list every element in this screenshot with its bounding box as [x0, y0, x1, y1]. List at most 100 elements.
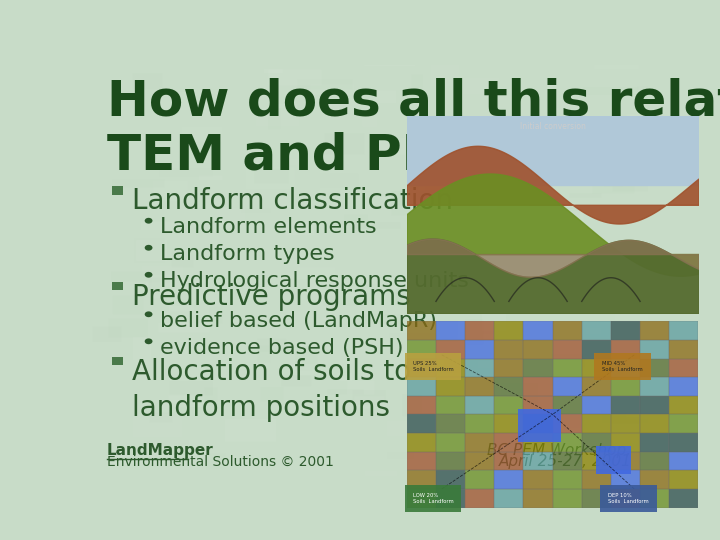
Bar: [611, 470, 640, 489]
Bar: [582, 433, 611, 451]
Bar: [518, 409, 562, 442]
Bar: [552, 489, 582, 508]
Bar: [670, 321, 698, 340]
Circle shape: [145, 245, 153, 251]
Bar: [436, 340, 465, 359]
Bar: [552, 415, 582, 433]
Bar: [582, 359, 611, 377]
Bar: [596, 446, 631, 474]
Text: MID 45%
Soils  Landform: MID 45% Soils Landform: [602, 361, 643, 372]
Text: Landform classification: Landform classification: [132, 187, 453, 215]
Bar: [670, 359, 698, 377]
Bar: [611, 433, 640, 451]
Bar: [552, 433, 582, 451]
Text: Hydrological response units: Hydrological response units: [160, 272, 469, 292]
Bar: [523, 415, 552, 433]
Bar: [582, 451, 611, 470]
Bar: [494, 433, 523, 451]
Bar: [436, 489, 465, 508]
Bar: [552, 470, 582, 489]
Text: Landform types: Landform types: [160, 245, 334, 265]
Text: evidence based (PSH): evidence based (PSH): [160, 338, 403, 358]
Bar: [640, 396, 669, 415]
Text: Environmental Solutions © 2001: Environmental Solutions © 2001: [107, 455, 333, 469]
Text: UPS 25%
Soils  Landform: UPS 25% Soils Landform: [413, 361, 454, 372]
Bar: [523, 377, 552, 396]
Bar: [436, 451, 465, 470]
Bar: [552, 396, 582, 415]
Circle shape: [145, 272, 153, 278]
Bar: [523, 359, 552, 377]
Bar: [611, 321, 640, 340]
Text: Allocation of soils to
landform positions: Allocation of soils to landform position…: [132, 358, 411, 422]
Bar: [611, 359, 640, 377]
Bar: [465, 340, 494, 359]
Bar: [582, 396, 611, 415]
Bar: [670, 470, 698, 489]
Bar: [670, 415, 698, 433]
Text: April 25-27, 2001: April 25-27, 2001: [498, 454, 631, 469]
Text: BC PEM Workshop,: BC PEM Workshop,: [487, 443, 631, 458]
Bar: [582, 470, 611, 489]
Bar: [640, 433, 669, 451]
Bar: [670, 377, 698, 396]
Text: LOW 20%
Soils  Landform: LOW 20% Soils Landform: [413, 493, 454, 504]
Bar: [465, 415, 494, 433]
Bar: [611, 415, 640, 433]
Bar: [407, 377, 436, 396]
Bar: [670, 396, 698, 415]
Bar: [407, 340, 436, 359]
Bar: [640, 415, 669, 433]
Bar: [494, 359, 523, 377]
Text: DEP 10%
Soils  Landform: DEP 10% Soils Landform: [608, 493, 649, 504]
Bar: [407, 451, 436, 470]
Bar: [465, 377, 494, 396]
Bar: [640, 470, 669, 489]
Bar: [407, 489, 436, 508]
Bar: [407, 321, 436, 340]
Bar: [436, 396, 465, 415]
Bar: [640, 359, 669, 377]
Bar: [670, 340, 698, 359]
Text: Landform elements: Landform elements: [160, 218, 377, 238]
Bar: [582, 340, 611, 359]
Bar: [552, 321, 582, 340]
Bar: [582, 415, 611, 433]
Bar: [640, 377, 669, 396]
Bar: [523, 433, 552, 451]
Bar: [436, 470, 465, 489]
Bar: [494, 321, 523, 340]
Bar: [465, 359, 494, 377]
Bar: [407, 470, 436, 489]
Bar: [494, 396, 523, 415]
Text: LandMapper: LandMapper: [107, 443, 214, 458]
Bar: [670, 489, 698, 508]
Bar: [611, 396, 640, 415]
Circle shape: [145, 339, 153, 344]
Bar: [640, 451, 669, 470]
Circle shape: [145, 312, 153, 317]
Circle shape: [145, 218, 153, 224]
Bar: [552, 340, 582, 359]
Text: TEM and PEM?: TEM and PEM?: [107, 131, 514, 179]
Bar: [640, 489, 669, 508]
Bar: [494, 340, 523, 359]
Bar: [670, 451, 698, 470]
Text: Predictive programs: Predictive programs: [132, 283, 410, 311]
Bar: [552, 359, 582, 377]
Bar: [407, 359, 436, 377]
Bar: [407, 415, 436, 433]
Bar: [436, 321, 465, 340]
Text: belief based (LandMapR): belief based (LandMapR): [160, 311, 436, 331]
Bar: [611, 451, 640, 470]
Bar: [523, 451, 552, 470]
Bar: [523, 340, 552, 359]
Bar: [112, 282, 124, 290]
Bar: [523, 321, 552, 340]
Bar: [494, 377, 523, 396]
Bar: [523, 489, 552, 508]
Bar: [582, 377, 611, 396]
Bar: [112, 357, 124, 365]
Bar: [112, 186, 124, 194]
Bar: [552, 451, 582, 470]
